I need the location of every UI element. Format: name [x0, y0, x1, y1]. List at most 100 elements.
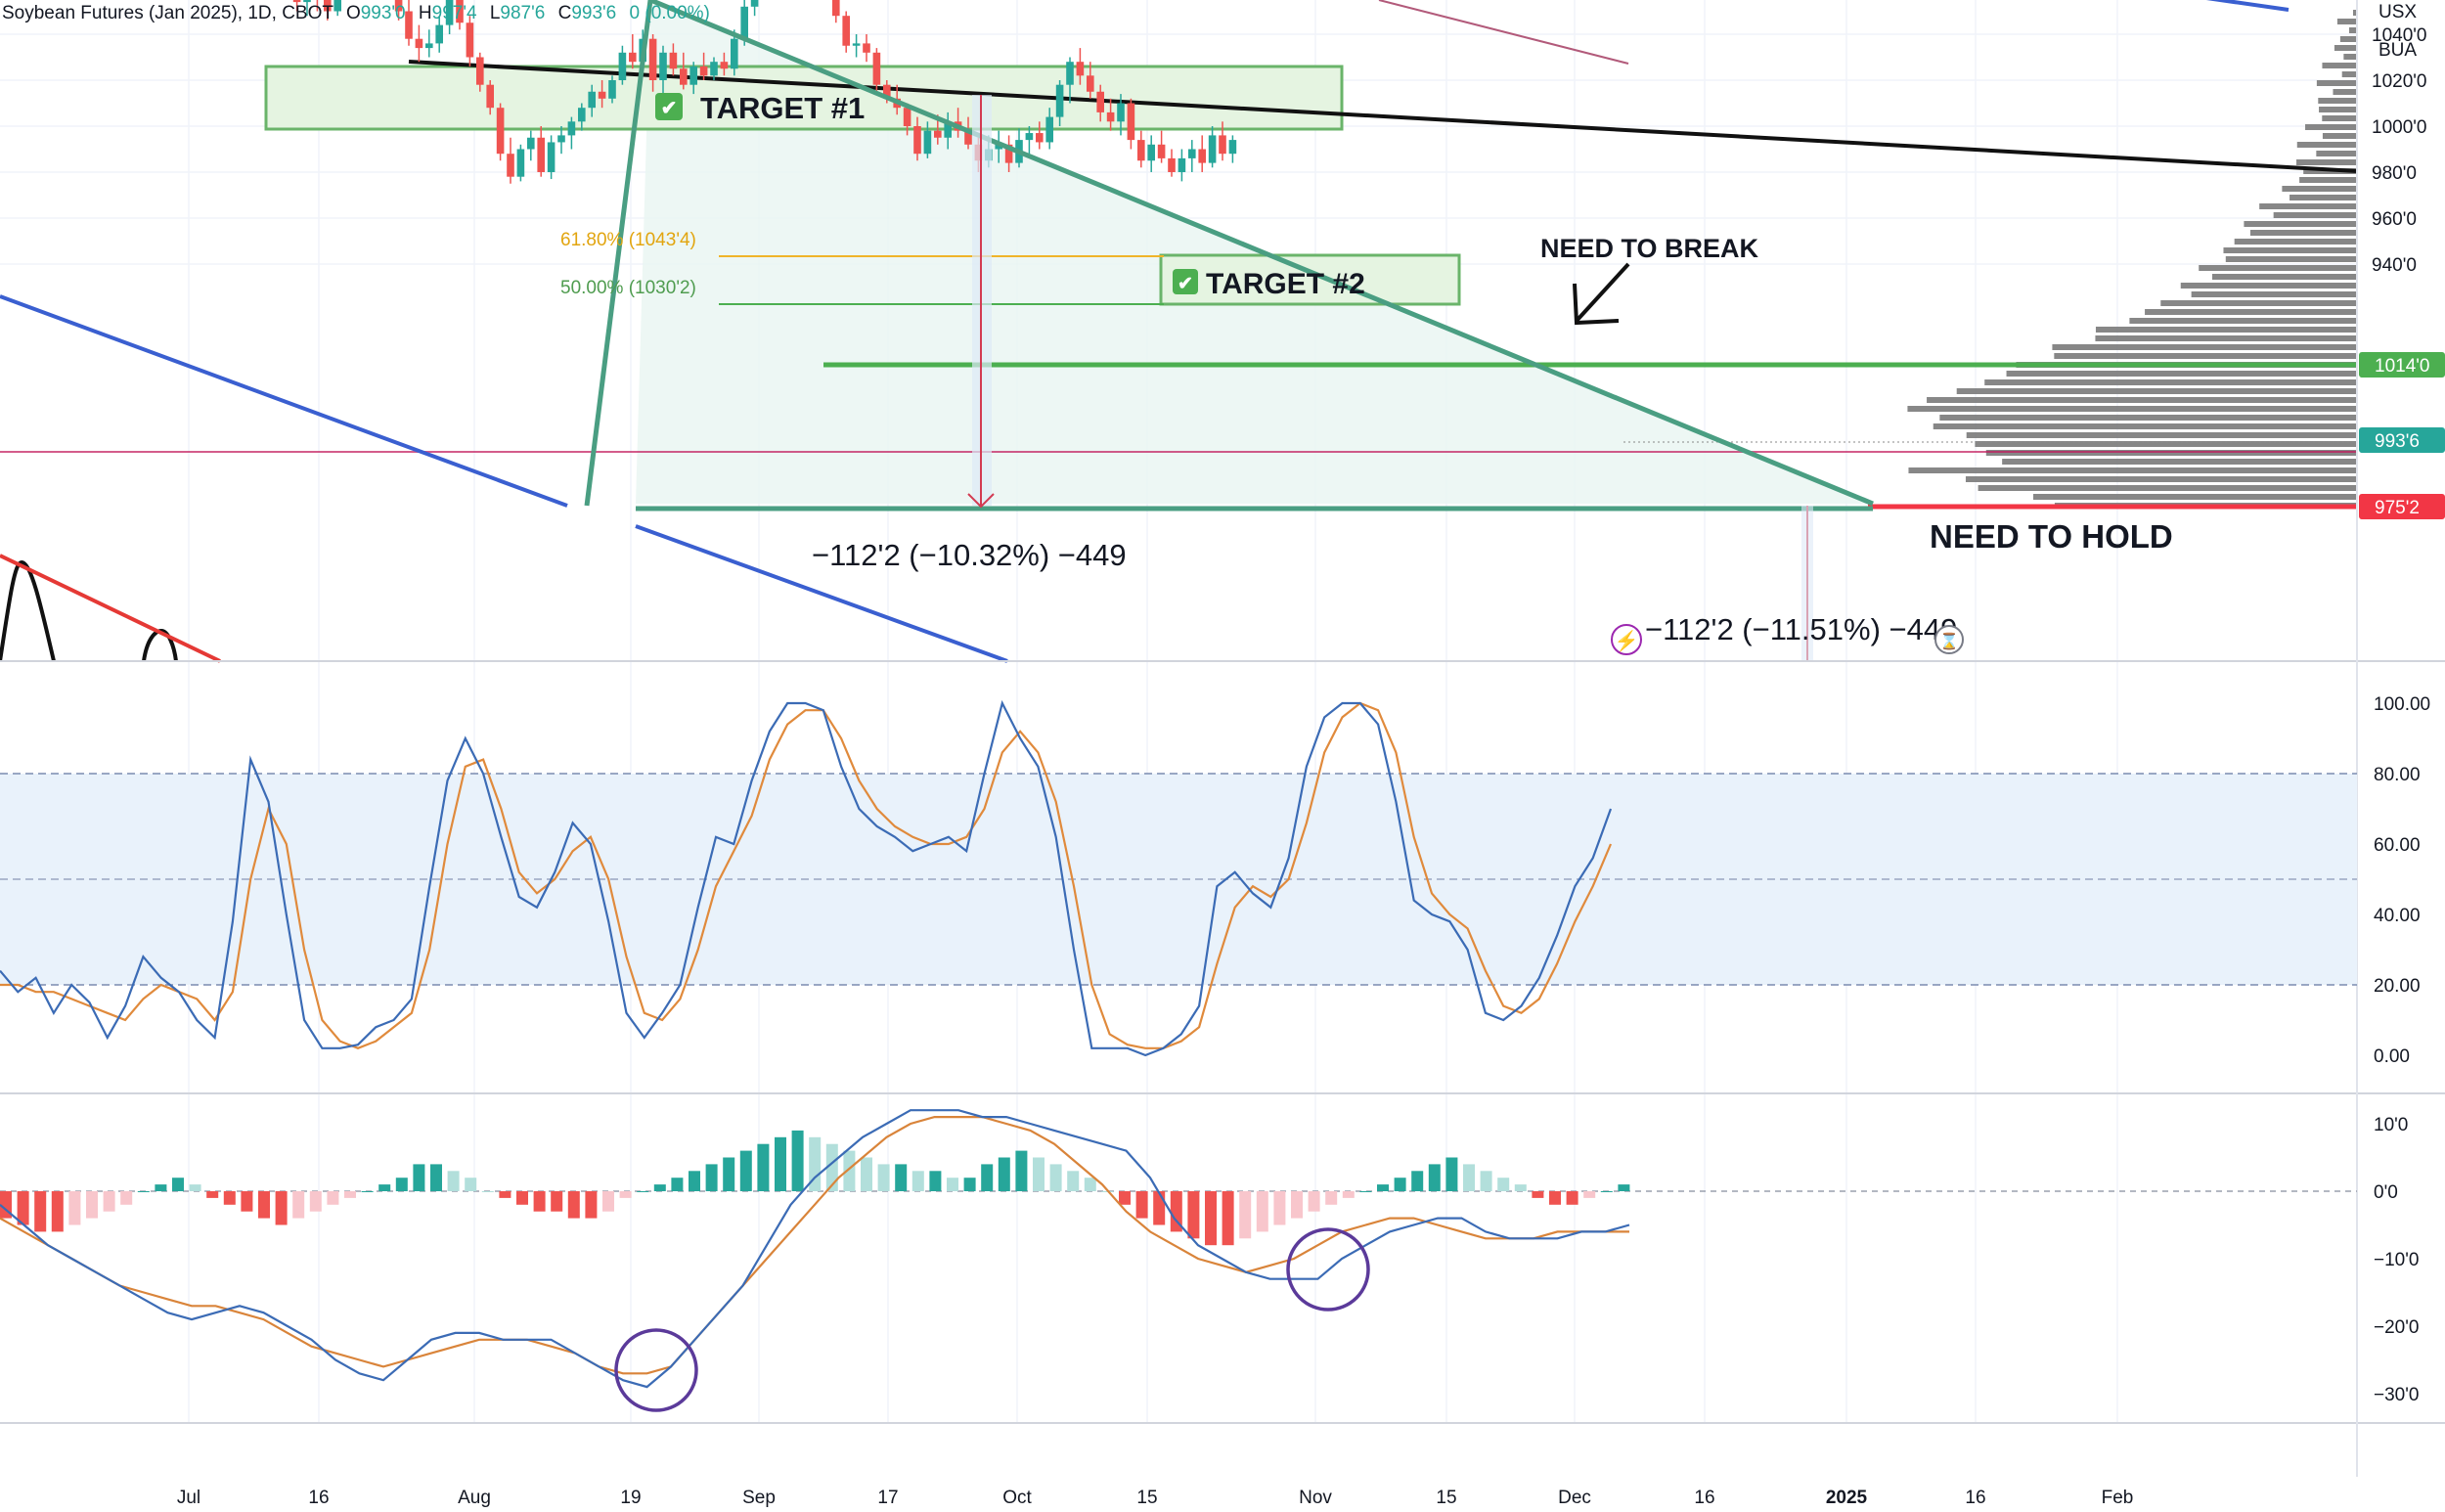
macd-bar	[309, 1191, 322, 1212]
macd-bar	[947, 1178, 958, 1191]
legend-c-value: 993'6	[571, 3, 616, 23]
macd-bar	[637, 1191, 649, 1192]
need-to-break-label: NEED TO BREAK	[1540, 234, 1759, 263]
macd-bar	[671, 1178, 684, 1191]
macd-bar	[1514, 1184, 1527, 1191]
macd-bar	[1497, 1178, 1510, 1191]
candle	[405, 0, 413, 46]
target-1-check: ✔	[661, 98, 678, 119]
macd-bar	[1222, 1191, 1234, 1246]
unit-tag: BUA	[2378, 40, 2417, 61]
macd-cross-circle-2	[1286, 1227, 1370, 1312]
macd-bar	[705, 1164, 718, 1191]
candle	[1137, 130, 1145, 168]
legend-h-value: 997'4	[432, 3, 477, 23]
macd-bar	[103, 1191, 115, 1212]
stoch-d-line	[0, 701, 1613, 1049]
legend-line: Soybean Futures (Jan 2025), 1D, CBOT O99…	[2, 3, 710, 23]
price-tag: 975'2	[2359, 494, 2445, 519]
candle	[456, 0, 464, 30]
legend-l-label: L	[490, 3, 501, 23]
macd-bar	[481, 1191, 494, 1192]
break-arrow-shaft	[1575, 262, 1630, 323]
time-tick: 15	[1136, 1488, 1157, 1508]
candle	[507, 137, 514, 184]
candle	[680, 52, 688, 90]
time-tick: 16	[1965, 1488, 1985, 1508]
measure-1-arrow	[967, 493, 995, 509]
macd-bar	[1600, 1191, 1613, 1192]
candle	[608, 75, 616, 104]
macd-bar	[17, 1191, 29, 1225]
macd-tick: 10'0	[2374, 1115, 2408, 1135]
macd-histogram	[0, 1130, 1630, 1246]
candle	[394, 0, 403, 21]
candle	[588, 84, 596, 117]
macd-bar	[998, 1157, 1010, 1191]
macd-bar	[981, 1164, 994, 1191]
price-tags: 1014'0 993'6 975'2	[2359, 352, 2445, 519]
hourglass-icon	[1934, 625, 1964, 654]
macd-bar	[241, 1191, 253, 1212]
time-tick: 17	[877, 1488, 898, 1508]
candle	[872, 48, 881, 92]
measure-1-label: −112'2 (−10.32%) −449	[812, 538, 1127, 572]
macd-bar	[275, 1191, 288, 1225]
stoch-tick: 100.00	[2374, 694, 2430, 715]
macd-tick: −10'0	[2374, 1250, 2419, 1270]
svg-text:993'6: 993'6	[2375, 431, 2420, 452]
time-tick: Feb	[2102, 1488, 2134, 1508]
candle	[750, 0, 759, 17]
price-tick: 940'0	[2372, 255, 2417, 276]
price-tag: 993'6	[2359, 427, 2445, 453]
candle	[669, 43, 678, 76]
macd-bar	[34, 1191, 47, 1232]
stoch-k-line	[0, 699, 1613, 1057]
measure-2-band	[1801, 506, 1813, 661]
macd-bar	[447, 1171, 460, 1191]
candle	[527, 130, 535, 161]
macd-bar	[292, 1191, 305, 1219]
candle	[578, 103, 586, 131]
candle	[1106, 98, 1115, 131]
macd-bar	[739, 1150, 752, 1191]
macd-bar	[120, 1191, 133, 1205]
candle	[1066, 57, 1074, 104]
candle	[1117, 94, 1125, 136]
candle	[1228, 135, 1237, 163]
lightning-icon	[1611, 624, 1642, 655]
target-2-box	[1159, 253, 1461, 306]
fib-618-label: 61.80% (1043'4)	[560, 230, 696, 250]
macd-bar	[895, 1164, 908, 1191]
candle	[1198, 135, 1206, 172]
macd-bar	[757, 1143, 770, 1191]
candle	[333, 0, 341, 17]
blue-channel-lower	[635, 524, 1008, 663]
candle	[415, 24, 423, 63]
candle	[316, 0, 319, 12]
candle	[1004, 135, 1013, 172]
time-tick: Dec	[1558, 1488, 1591, 1508]
macd-bar	[516, 1191, 528, 1205]
stoch-tick: 20.00	[2374, 976, 2421, 997]
time-tick: 16	[1694, 1488, 1714, 1508]
macd-bar	[1411, 1171, 1424, 1191]
candle	[476, 52, 484, 92]
macd-bar	[1119, 1191, 1131, 1205]
time-tick: Aug	[458, 1488, 491, 1508]
macd-bar	[653, 1184, 666, 1191]
stoch-tick: 40.00	[2374, 906, 2421, 926]
candle	[486, 80, 494, 115]
time-tick: Sep	[742, 1488, 776, 1508]
macd-bar	[1205, 1191, 1217, 1246]
candle	[1096, 84, 1104, 122]
candle	[699, 52, 708, 80]
candle	[547, 135, 556, 180]
svg-text:1014'0: 1014'0	[2375, 356, 2429, 377]
candle	[516, 144, 525, 182]
candle	[435, 16, 443, 53]
candle	[720, 52, 729, 76]
legend-l-value: 987'6	[500, 3, 545, 23]
macd-bar	[1463, 1164, 1475, 1191]
candle	[1208, 126, 1217, 168]
